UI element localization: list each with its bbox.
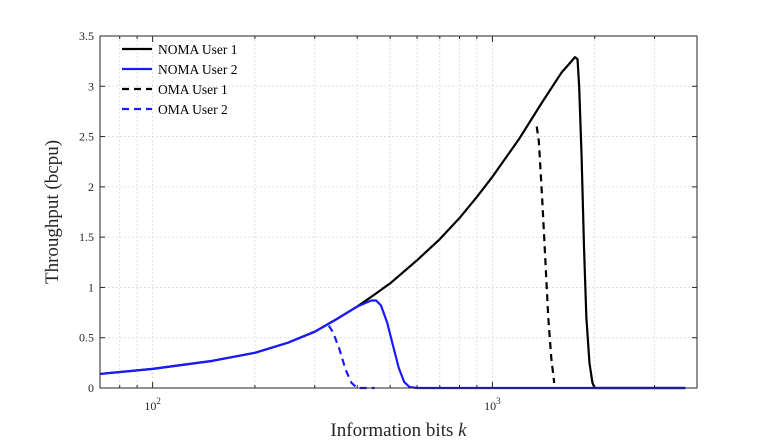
x-tick-label-exponent: 3	[496, 396, 501, 406]
legend-label: NOMA User 1	[158, 42, 238, 57]
series-line-oma-user-1	[535, 126, 556, 384]
x-tick-label: 103	[484, 396, 501, 413]
legend-label: OMA User 1	[158, 82, 228, 97]
x-tick-label-base: 10	[144, 399, 156, 413]
y-tick-label: 3.5	[79, 29, 94, 43]
y-tick-label: 0	[88, 381, 94, 395]
legend: NOMA User 1 NOMA User 2 OMA User 1 OMA User…	[122, 42, 238, 117]
series-line-noma-user-2	[99, 299, 686, 390]
y-axis-label: Throughput (bcpu)	[42, 140, 63, 284]
y-tick-label: 0.5	[79, 331, 94, 345]
plot-frame	[99, 35, 698, 389]
legend-label: NOMA User 2	[158, 62, 238, 77]
series-lines	[99, 56, 686, 390]
y-tick-label: 1	[88, 280, 94, 294]
x-axis-label-var: k	[458, 420, 467, 441]
y-tick-label: 2.5	[79, 130, 94, 144]
y-tick-label: 1.5	[79, 230, 94, 244]
x-axis-label: Information bits k	[330, 420, 467, 441]
y-tick-label: 3	[88, 79, 94, 93]
series-line-oma-user-2	[327, 325, 375, 390]
x-tick-label-exponent: 2	[156, 396, 161, 406]
legend-label: OMA User 2	[158, 102, 228, 117]
x-axis-label-main: Information bits	[330, 420, 458, 441]
x-tick-label: 102	[144, 396, 161, 413]
y-tick-label: 2	[88, 180, 94, 194]
x-tick-label-base: 10	[484, 399, 496, 413]
